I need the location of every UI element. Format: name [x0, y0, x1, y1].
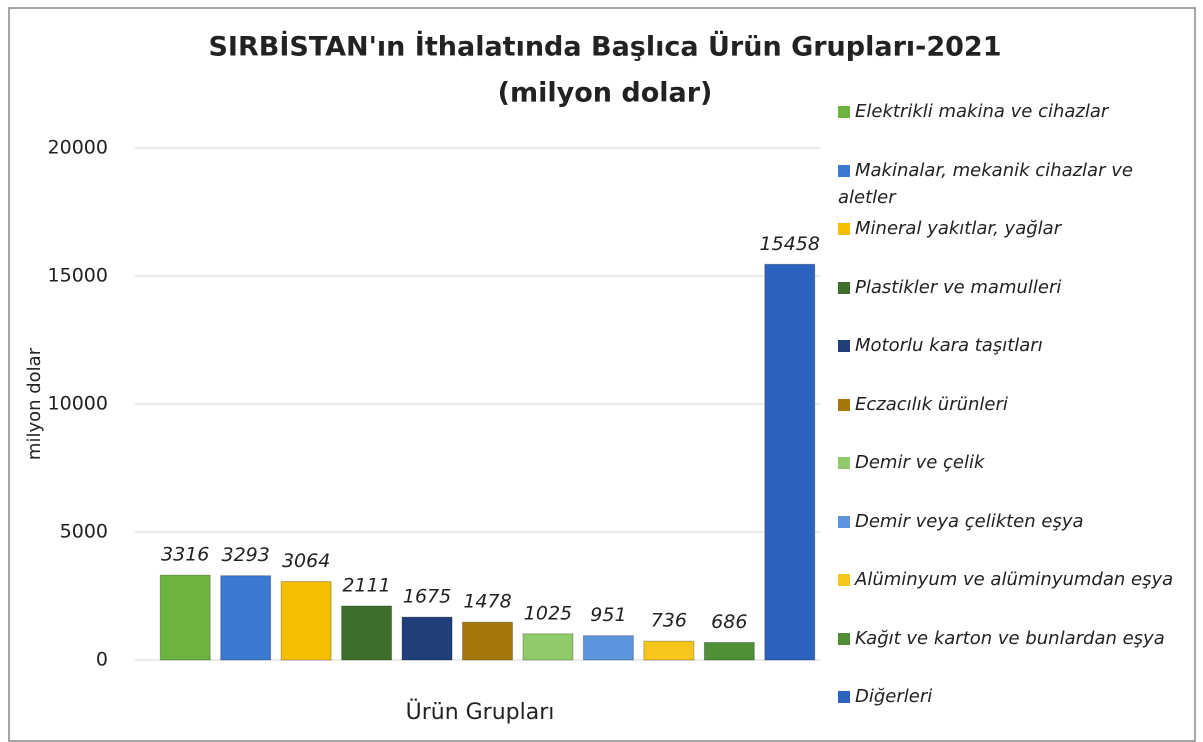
legend-swatch [838, 164, 850, 177]
legend-swatch [838, 691, 850, 703]
legend-swatch [838, 106, 850, 118]
data-label: 1025 [524, 602, 572, 624]
chart-title: SIRBİSTAN'ın İthalatında Başlıca Ürün Gr… [208, 30, 1001, 63]
legend-label: Alüminyum ve alüminyumdan eşya [855, 569, 1174, 590]
bar [220, 575, 272, 661]
legend-item: Diğerleri [838, 683, 1196, 710]
legend-label: Makinalar, mekanik cihazlar ve aletler [838, 159, 1133, 208]
legend-swatch [838, 515, 850, 528]
y-tick-label: 20000 [48, 137, 108, 159]
legend-swatch [838, 223, 850, 235]
y-tick-label: 10000 [48, 393, 108, 415]
data-label: 3293 [222, 544, 270, 566]
legend-item: Demir veya çelikten eşya [838, 508, 1196, 535]
legend-swatch [838, 398, 850, 411]
bar [401, 616, 453, 661]
bar [341, 605, 393, 661]
legend-swatch [838, 281, 850, 294]
legend-label: Diğerleri [855, 686, 933, 707]
legend-item: Motorlu kara taşıtları [838, 332, 1196, 359]
bar [462, 621, 513, 661]
bar [582, 635, 634, 661]
data-label: 1675 [403, 586, 451, 608]
legend-swatch [838, 457, 850, 469]
data-label: 15458 [760, 233, 820, 255]
legend-item: Makinalar, mekanik cihazlar ve aletler [838, 157, 1196, 211]
data-label: 2111 [342, 574, 390, 596]
legend-item: Demir ve çelik [838, 449, 1196, 476]
legend-label: Plastikler ve mamulleri [855, 276, 1062, 298]
legend-item: Mineral yakıtlar, yağlar [838, 215, 1196, 242]
y-axis-label: milyon dolar [24, 347, 45, 460]
y-tick-label: 5000 [60, 521, 108, 543]
legend-label: Mineral yakıtlar, yağlar [855, 218, 1062, 239]
bar [522, 633, 574, 661]
bar [280, 581, 332, 661]
legend-swatch [838, 340, 850, 352]
bar [764, 263, 816, 661]
data-label: 736 [651, 610, 687, 632]
legend-item: Alüminyum ve alüminyumdan eşya [838, 566, 1196, 593]
legend-label: Elektrikli makina ve cihazlar [855, 101, 1109, 122]
legend-item: Elektrikli makina ve cihazlar [838, 98, 1196, 125]
legend-label: Eczacılık ürünleri [855, 393, 1008, 415]
data-label: 3316 [161, 544, 209, 566]
data-label: 951 [590, 604, 626, 626]
chart-subtitle: (milyon dolar) [498, 78, 713, 109]
frame [8, 7, 1196, 742]
legend-swatch [838, 574, 850, 586]
x-axis-label: Ürün Grupları [406, 699, 555, 725]
bar [703, 641, 755, 661]
legend-label: Demir ve çelik [855, 452, 985, 473]
y-tick-label: 0 [96, 649, 108, 671]
bar [159, 574, 211, 661]
data-label: 3064 [282, 550, 330, 572]
data-label: 686 [711, 611, 747, 633]
legend-item: Plastikler ve mamulleri [838, 274, 1196, 301]
bar [643, 640, 695, 661]
legend-item: Eczacılık ürünleri [838, 391, 1196, 418]
legend-label: Demir veya çelikten eşya [855, 510, 1084, 532]
y-tick-label: 15000 [48, 265, 108, 287]
legend-item: Kağıt ve karton ve bunlardan eşya [838, 625, 1196, 652]
legend-label: Motorlu kara taşıtları [855, 335, 1043, 356]
data-label: 1478 [463, 591, 511, 613]
legend-label: Kağıt ve karton ve bunlardan eşya [855, 627, 1165, 649]
legend-swatch [838, 632, 850, 645]
